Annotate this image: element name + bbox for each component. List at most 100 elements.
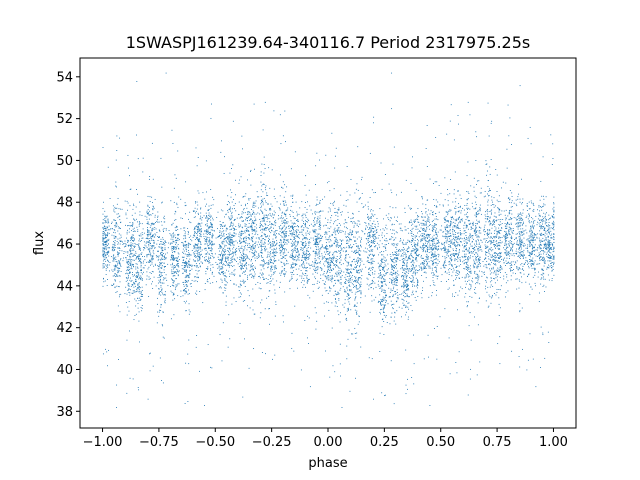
data-point bbox=[224, 257, 226, 259]
data-point bbox=[241, 216, 243, 218]
data-point bbox=[176, 245, 178, 247]
data-point bbox=[379, 332, 381, 334]
data-point bbox=[141, 252, 143, 254]
data-point bbox=[276, 201, 278, 203]
data-point bbox=[112, 245, 114, 247]
data-point bbox=[187, 401, 189, 402]
data-point bbox=[317, 216, 319, 218]
data-point bbox=[334, 264, 336, 266]
data-point bbox=[118, 233, 120, 235]
data-point bbox=[326, 258, 328, 260]
data-point bbox=[247, 290, 249, 292]
data-point bbox=[391, 304, 392, 306]
data-point bbox=[134, 291, 136, 293]
data-point bbox=[374, 254, 375, 256]
data-point bbox=[245, 205, 246, 207]
data-point bbox=[137, 267, 139, 269]
data-point bbox=[130, 239, 132, 241]
data-point bbox=[138, 221, 140, 223]
data-point bbox=[120, 236, 122, 238]
data-point bbox=[104, 251, 105, 253]
data-point bbox=[282, 256, 284, 257]
data-point bbox=[204, 253, 206, 255]
data-point bbox=[261, 201, 263, 203]
data-point bbox=[433, 238, 435, 240]
data-point bbox=[117, 264, 118, 266]
data-point bbox=[145, 237, 147, 239]
data-point bbox=[357, 220, 359, 222]
data-point bbox=[234, 203, 236, 205]
data-point bbox=[325, 350, 326, 352]
data-point bbox=[219, 220, 221, 222]
data-point bbox=[186, 291, 188, 293]
data-point bbox=[106, 227, 108, 229]
data-point bbox=[385, 265, 387, 267]
data-point bbox=[131, 237, 132, 239]
data-point bbox=[197, 239, 199, 241]
data-point bbox=[141, 232, 143, 234]
data-point bbox=[197, 258, 199, 260]
data-point bbox=[276, 268, 277, 270]
data-point bbox=[329, 257, 330, 259]
data-point bbox=[403, 264, 405, 266]
data-point bbox=[231, 211, 233, 213]
data-point bbox=[148, 245, 150, 247]
data-point bbox=[392, 267, 394, 269]
data-point bbox=[137, 287, 139, 288]
data-point bbox=[182, 242, 184, 244]
data-point bbox=[297, 225, 298, 227]
data-point bbox=[297, 220, 299, 222]
data-point bbox=[313, 230, 314, 232]
data-point bbox=[360, 258, 362, 260]
data-point bbox=[292, 228, 293, 230]
data-point bbox=[367, 257, 369, 259]
data-point bbox=[280, 143, 282, 145]
data-point bbox=[132, 378, 134, 380]
data-point bbox=[184, 269, 186, 271]
data-point bbox=[219, 250, 220, 252]
data-point bbox=[292, 251, 294, 253]
data-point bbox=[199, 224, 201, 226]
data-point bbox=[199, 240, 201, 242]
data-point bbox=[245, 262, 247, 263]
data-point bbox=[177, 237, 178, 239]
data-point bbox=[105, 269, 107, 271]
data-point bbox=[262, 183, 264, 185]
data-point bbox=[108, 225, 110, 227]
data-point bbox=[263, 264, 265, 266]
data-point bbox=[411, 292, 413, 294]
data-point bbox=[307, 247, 309, 248]
data-point bbox=[417, 285, 419, 287]
data-point bbox=[183, 281, 185, 283]
data-point bbox=[348, 301, 350, 303]
data-point bbox=[173, 293, 174, 295]
data-point bbox=[278, 215, 279, 217]
data-point bbox=[373, 220, 375, 222]
data-point bbox=[252, 222, 254, 224]
data-point bbox=[344, 258, 346, 260]
data-point bbox=[128, 283, 130, 285]
data-point bbox=[334, 305, 336, 307]
data-point bbox=[208, 262, 210, 264]
data-point bbox=[125, 257, 127, 259]
data-point bbox=[349, 281, 350, 283]
data-point bbox=[314, 217, 316, 218]
data-point bbox=[160, 241, 162, 242]
data-point bbox=[290, 220, 292, 222]
data-point bbox=[138, 283, 140, 285]
data-point bbox=[262, 243, 264, 245]
data-point bbox=[273, 233, 275, 235]
data-point bbox=[160, 273, 162, 275]
data-point bbox=[379, 265, 381, 267]
data-point bbox=[249, 270, 251, 272]
data-point bbox=[315, 262, 317, 264]
data-point bbox=[171, 292, 173, 294]
data-point bbox=[184, 231, 186, 233]
data-point bbox=[393, 262, 395, 264]
data-point bbox=[223, 275, 225, 277]
data-point bbox=[113, 258, 115, 260]
data-point bbox=[209, 260, 210, 262]
data-point bbox=[200, 207, 202, 209]
data-point bbox=[108, 250, 110, 252]
data-point bbox=[368, 222, 370, 224]
